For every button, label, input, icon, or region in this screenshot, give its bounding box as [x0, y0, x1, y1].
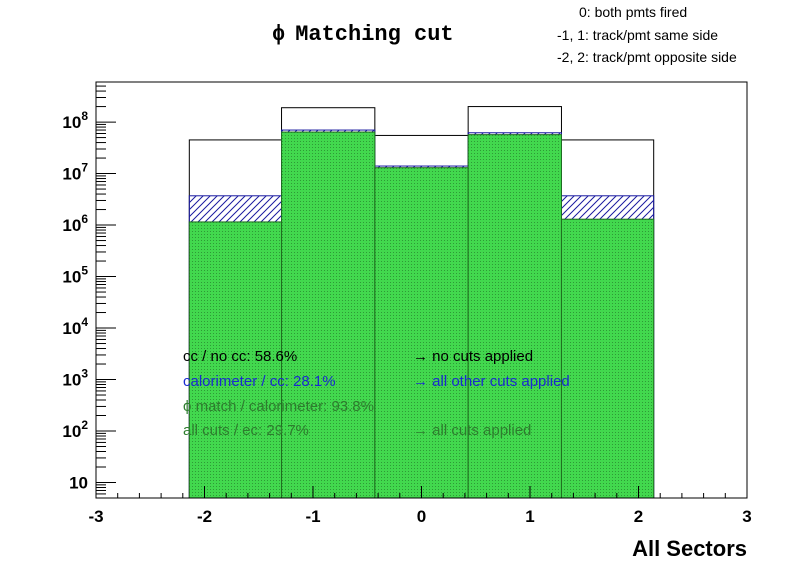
annotation-other-cuts: → all other cuts applied [413, 373, 570, 390]
y-tick-label: 104 [62, 315, 88, 338]
chart-title-text: Matching cut [295, 22, 453, 47]
bar-all-cuts-5 [560, 218, 655, 498]
x-tick-label: -2 [197, 507, 212, 526]
x-axis-label: All Sectors [632, 536, 747, 561]
x-tick-label: 3 [742, 507, 751, 526]
y-tick-label: 108 [62, 109, 88, 132]
y-tick-label: 102 [62, 418, 88, 441]
annotation-no-cuts: → no cuts applied [413, 348, 533, 365]
bar-all-cuts-4 [467, 134, 562, 498]
x-tick-label: 2 [634, 507, 643, 526]
phi-symbol: ϕ [272, 22, 285, 47]
legend-line-1: 0: both pmts fired [579, 4, 687, 20]
y-tick-label: 106 [62, 212, 88, 235]
bar-all-cuts-1 [188, 221, 283, 498]
chart-title: ϕ Matching cut [272, 22, 454, 47]
x-tick-label: 0 [417, 507, 426, 526]
annotations: cc / no cc: 58.6% → no cuts applied calo… [183, 348, 570, 439]
legend: 0: both pmts fired -1, 1: track/pmt same… [557, 4, 737, 65]
bar-all-cuts-2 [281, 131, 376, 498]
y-tick-label: 103 [62, 367, 88, 390]
y-tick-label: 10 [69, 473, 88, 492]
legend-line-3: -2, 2: track/pmt opposite side [557, 49, 737, 65]
axes: -3 -2 -1 0 1 2 3 10 102 103 104 105 106 107 108 [62, 81, 752, 526]
bar-all-cuts-3 [374, 167, 469, 498]
annotation-all-cuts: → all cuts applied [413, 422, 531, 439]
annotation-cc-ratio: cc / no cc: 58.6% [183, 348, 297, 365]
x-tick-label: -1 [305, 507, 320, 526]
y-tick-label: 105 [62, 264, 88, 287]
annotation-calorimeter-ratio: calorimeter / cc: 28.1% [183, 373, 336, 390]
annotation-all-cuts-ratio: all cuts / ec: 29.7% [183, 422, 309, 439]
y-tick-label: 107 [62, 161, 88, 184]
x-tick-label: 1 [525, 507, 534, 526]
x-tick-label: -3 [88, 507, 103, 526]
histogram-bars [188, 106, 655, 498]
annotation-phi-match-ratio: ϕ match / calorimeter: 93.8% [183, 398, 374, 415]
legend-line-2: -1, 1: track/pmt same side [557, 27, 718, 43]
